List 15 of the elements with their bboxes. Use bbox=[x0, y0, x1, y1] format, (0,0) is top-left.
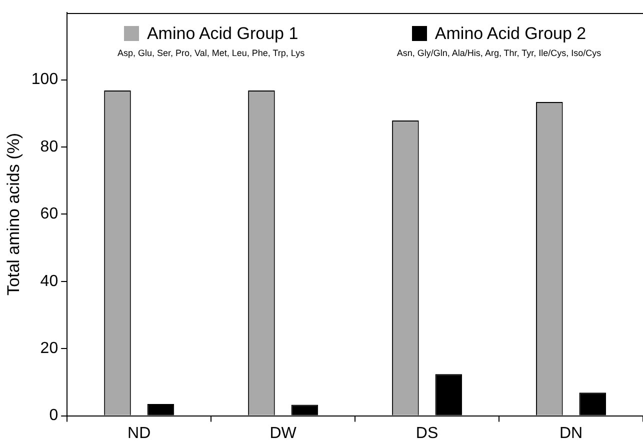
x-tick-label: DN bbox=[559, 424, 583, 442]
y-tick-label: 60 bbox=[40, 206, 58, 223]
y-tick-label: 80 bbox=[40, 138, 58, 156]
legend-label: Amino Acid Group 1 bbox=[146, 24, 298, 43]
x-tick-label: DS bbox=[416, 424, 438, 442]
y-tick-label: 100 bbox=[31, 71, 58, 88]
y-axis-title: Total amino acids (%) bbox=[4, 132, 23, 296]
annotation: Asn, Gly/Gln, Ala/His, Arg, Thr, Tyr, Ile/Cys, Iso/Cys bbox=[396, 48, 602, 58]
x-tick-label: ND bbox=[128, 424, 151, 442]
y-tick-label: 20 bbox=[40, 340, 58, 358]
x-tick-label: DW bbox=[270, 424, 298, 442]
annotation: Asp, Glu, Ser, Pro, Val, Met, Leu, Phe, Trp, Lys bbox=[116, 48, 306, 58]
y-tick-label: 0 bbox=[49, 407, 58, 424]
legend-label: Amino Acid Group 2 bbox=[434, 24, 586, 43]
y-tick-label: 40 bbox=[40, 272, 58, 290]
